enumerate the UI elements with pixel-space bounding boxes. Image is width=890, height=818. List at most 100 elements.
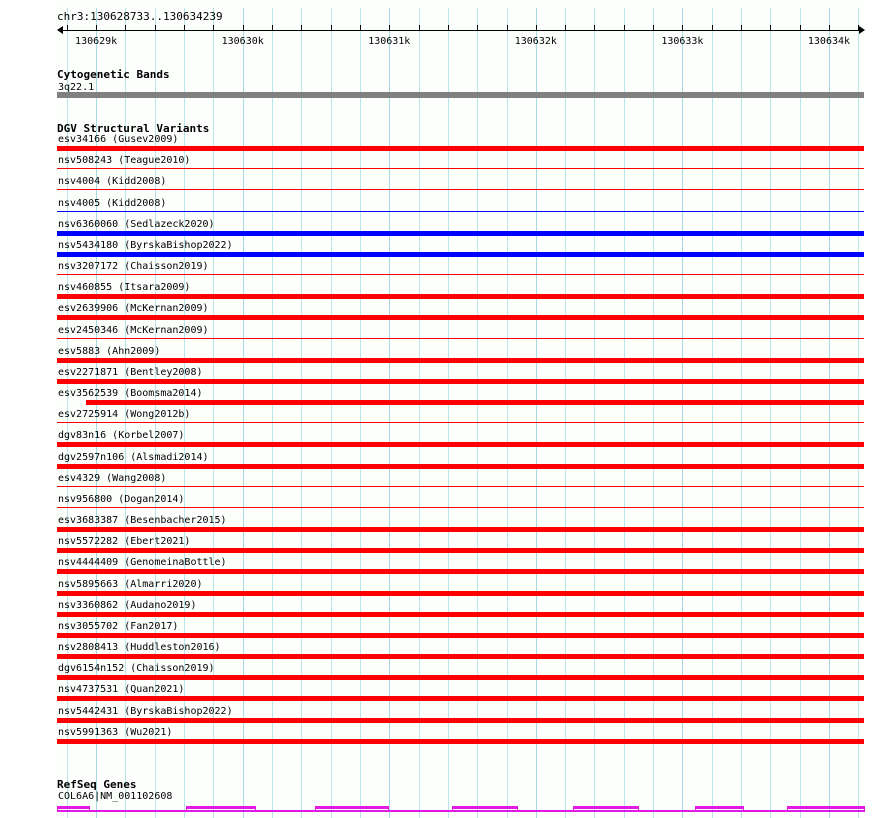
cytoband-bar[interactable] xyxy=(57,92,864,98)
dgv-variant-label: esv2725914 (Wong2012b) xyxy=(58,409,191,420)
dgv-variant-label: esv3562539 (Boomsma2014) xyxy=(58,388,203,399)
dgv-variant-bar[interactable] xyxy=(57,422,864,423)
dgv-variant-label: nsv6360060 (Sedlazeck2020) xyxy=(58,219,215,230)
dgv-variant-bar[interactable] xyxy=(57,675,864,680)
dgv-variant-bar[interactable] xyxy=(57,696,864,701)
dgv-variant-bar[interactable] xyxy=(57,527,864,532)
dgv-variant-bar[interactable] xyxy=(57,211,864,212)
dgv-variant-label: nsv4737531 (Quan2021) xyxy=(58,684,185,695)
gene-exon-connector xyxy=(743,806,744,812)
dgv-variant-label: nsv3055702 (Fan2017) xyxy=(58,621,179,632)
gene-exon-connector xyxy=(864,806,865,812)
dgv-variant-bar[interactable] xyxy=(57,654,864,659)
gene-exon[interactable] xyxy=(787,806,864,809)
dgv-variant-label: nsv5434180 (ByrskaBishop2022) xyxy=(58,240,233,251)
dgv-variant-label: nsv4004 (Kidd2008) xyxy=(58,176,167,187)
cytogenetic-track-title: Cytogenetic Bands xyxy=(57,68,170,81)
ruler-tick-label: 130632k xyxy=(514,36,557,47)
ruler-tick xyxy=(272,25,273,31)
dgv-variant-label: esv2639906 (McKernan2009) xyxy=(58,303,209,314)
dgv-variant-bar[interactable] xyxy=(57,294,864,299)
dgv-variant-bar[interactable] xyxy=(57,442,864,447)
ruler-tick-label: 130631k xyxy=(368,36,411,47)
dgv-variant-bar[interactable] xyxy=(57,633,864,638)
right-gutter xyxy=(866,0,890,818)
ruler-tick xyxy=(331,25,332,31)
dgv-variant-bar[interactable] xyxy=(57,146,864,151)
gene-exon-connector xyxy=(695,806,696,812)
dgv-variant-bar[interactable] xyxy=(57,548,864,553)
dgv-variant-bar[interactable] xyxy=(57,591,864,596)
dgv-variant-label: nsv5991363 (Wu2021) xyxy=(58,727,173,738)
dgv-variant-bar[interactable] xyxy=(57,274,864,275)
dgv-variant-bar[interactable] xyxy=(57,379,864,384)
ruler-right-arrow-icon xyxy=(859,26,865,34)
ruler-tick xyxy=(594,25,595,31)
ruler-tick xyxy=(477,25,478,31)
ruler-tick xyxy=(243,25,244,31)
ruler-tick xyxy=(565,25,566,31)
gene-exon[interactable] xyxy=(57,806,90,809)
ruler-tick xyxy=(858,25,859,31)
dgv-variant-label: esv2271871 (Bentley2008) xyxy=(58,367,203,378)
ruler-left-arrow-icon xyxy=(57,26,63,34)
gene-exon-connector xyxy=(315,806,316,812)
dgv-variant-bar[interactable] xyxy=(57,338,864,339)
dgv-variant-label: nsv4005 (Kidd2008) xyxy=(58,198,167,209)
dgv-variant-label: esv4329 (Wang2008) xyxy=(58,473,167,484)
dgv-variant-bar[interactable] xyxy=(57,464,864,469)
ruler-tick xyxy=(712,25,713,31)
dgv-variant-label: nsv508243 (Teague2010) xyxy=(58,155,191,166)
gene-exon[interactable] xyxy=(186,806,255,809)
gene-exon-connector xyxy=(638,806,639,812)
dgv-variant-label: esv34166 (Gusev2009) xyxy=(58,134,179,145)
ruler-tick xyxy=(800,25,801,31)
ruler-tick xyxy=(653,25,654,31)
ruler-tick xyxy=(624,25,625,31)
ruler-tick xyxy=(770,25,771,31)
refseq-track-title: RefSeq Genes xyxy=(57,778,137,791)
dgv-variant-label: esv2450346 (McKernan2009) xyxy=(58,325,209,336)
left-gutter xyxy=(0,0,56,818)
ruler-tick xyxy=(829,25,830,31)
dgv-variant-bar[interactable] xyxy=(57,612,864,617)
ruler-tick xyxy=(682,25,683,31)
ruler-tick xyxy=(67,25,68,31)
gene-exon[interactable] xyxy=(573,806,639,809)
gene-exon-connector xyxy=(255,806,256,812)
ruler-tick xyxy=(125,25,126,31)
ruler-tick-label: 130633k xyxy=(661,36,704,47)
ruler-tick xyxy=(184,25,185,31)
dgv-variant-bar[interactable] xyxy=(57,569,864,574)
dgv-variant-bar[interactable] xyxy=(86,400,864,405)
ruler-tick xyxy=(507,25,508,31)
dgv-variant-label: nsv956800 (Dogan2014) xyxy=(58,494,185,505)
dgv-variant-label: dgv6154n152 (Chaisson2019) xyxy=(58,663,215,674)
dgv-variant-bar[interactable] xyxy=(57,739,864,744)
ruler-tick xyxy=(213,25,214,31)
dgv-variant-bar[interactable] xyxy=(57,252,864,257)
gene-exon[interactable] xyxy=(452,806,517,809)
refseq-gene-track[interactable] xyxy=(0,796,890,818)
ruler-tick xyxy=(155,25,156,31)
ruler-tick xyxy=(448,25,449,31)
dgv-variant-bar[interactable] xyxy=(57,315,864,320)
dgv-variant-bar[interactable] xyxy=(57,718,864,723)
ruler-tick xyxy=(536,25,537,31)
dgv-variant-bar[interactable] xyxy=(57,486,864,487)
dgv-variant-bar[interactable] xyxy=(57,231,864,236)
dgv-variant-label: nsv460855 (Itsara2009) xyxy=(58,282,191,293)
gene-exon-connector xyxy=(452,806,453,812)
refseq-gene-label: COL6A6|NM_001102608 xyxy=(58,791,173,802)
dgv-variant-bar[interactable] xyxy=(57,168,864,169)
dgv-variant-bar[interactable] xyxy=(57,189,864,190)
ruler-tick xyxy=(389,25,390,31)
gene-exon-connector xyxy=(787,806,788,812)
dgv-variant-bar[interactable] xyxy=(57,507,864,508)
dgv-variant-bar[interactable] xyxy=(57,358,864,363)
gene-exon-connector xyxy=(57,806,58,812)
gene-exon-connector xyxy=(388,806,389,812)
dgv-variant-label: esv5883 (Ahn2009) xyxy=(58,346,161,357)
gene-exon[interactable] xyxy=(315,806,388,809)
gene-exon[interactable] xyxy=(694,806,743,809)
